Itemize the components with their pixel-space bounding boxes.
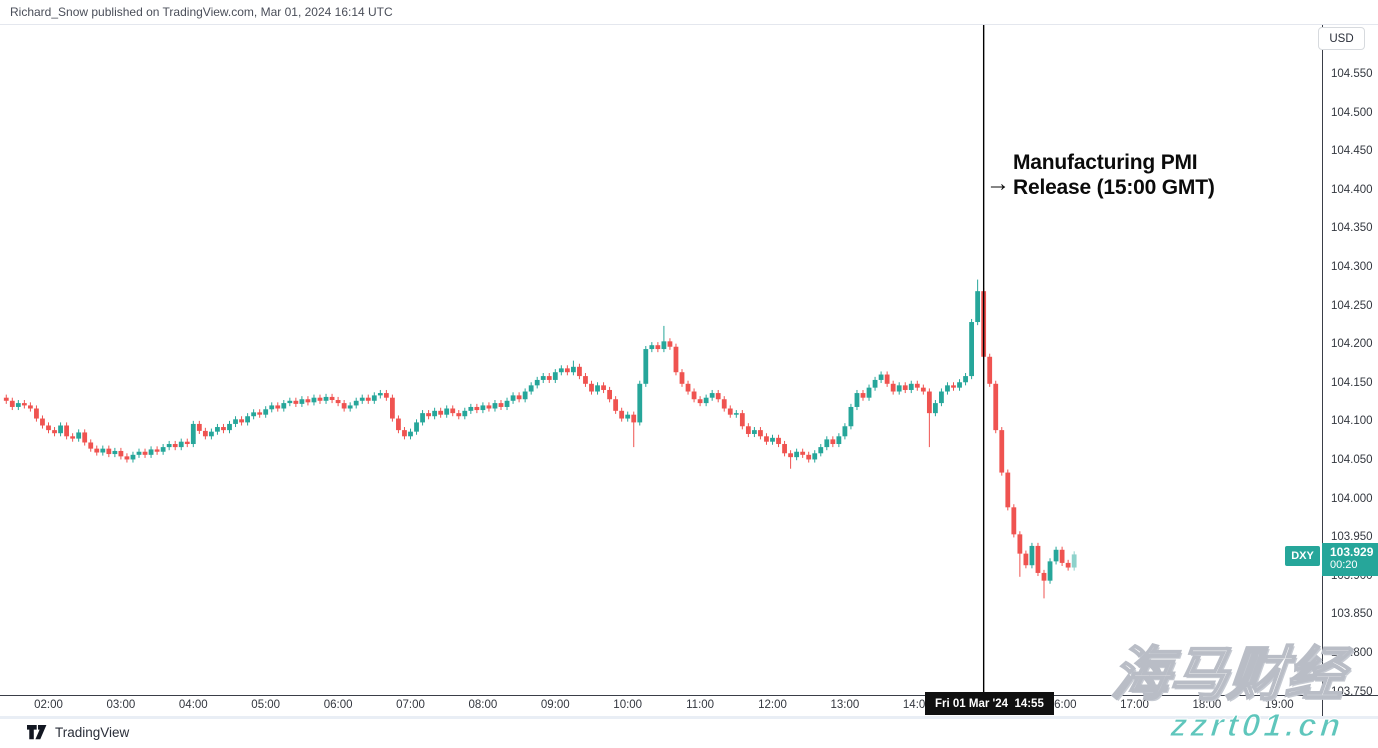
footer-divider <box>0 716 1378 719</box>
tradingview-logo[interactable]: TradingView <box>27 725 129 740</box>
time-tick-label: 19:00 <box>1264 699 1294 711</box>
tradingview-mark-icon <box>27 725 47 740</box>
time-tick-label: 10:00 <box>613 699 643 711</box>
price-tick-label: 103.750 <box>1331 685 1373 698</box>
symbol-badge: DXY <box>1285 546 1320 566</box>
time-tick-label: 07:00 <box>396 699 425 711</box>
currency-button[interactable]: USD <box>1318 27 1365 50</box>
event-annotation: Manufacturing PMI Release (15:00 GMT) <box>1013 150 1215 200</box>
price-axis-border <box>1322 25 1323 716</box>
last-price-badge: 103.929 00:20 <box>1322 543 1378 576</box>
published-attribution: Richard_Snow published on TradingView.co… <box>10 5 393 19</box>
candle-countdown: 00:20 <box>1330 559 1358 571</box>
annotation-arrow-icon: → <box>986 170 1010 197</box>
time-tick-label: 05:00 <box>251 699 281 711</box>
price-tick-label: 103.800 <box>1331 647 1373 659</box>
time-tick-label: 14:00 <box>902 699 932 711</box>
annotation-line2: Release (15:00 GMT) <box>1013 176 1215 199</box>
price-tick-label: 104.300 <box>1331 261 1373 273</box>
time-tick-label: 04:00 <box>178 699 208 711</box>
time-tick-label: 13:00 <box>830 699 860 711</box>
time-axis-border <box>0 695 1378 696</box>
annotation-line1: Manufacturing PMI <box>1013 151 1198 174</box>
header-divider <box>0 24 1378 25</box>
price-tick-label: 104.350 <box>1331 222 1373 235</box>
time-tick-label: 06:00 <box>323 699 353 711</box>
price-tick-label: 104.250 <box>1331 299 1373 312</box>
price-tick-label: 103.850 <box>1331 608 1373 621</box>
time-tick-label: 08:00 <box>468 699 498 711</box>
time-tick-label: 17:00 <box>1120 699 1149 711</box>
price-tick-label: 104.550 <box>1331 68 1373 80</box>
price-tick-label: 104.150 <box>1331 376 1373 389</box>
price-tick-label: 104.000 <box>1331 492 1373 505</box>
price-tick-label: 103.950 <box>1331 531 1373 544</box>
time-tick-label: 09:00 <box>540 699 570 711</box>
price-tick-label: 104.100 <box>1331 415 1373 428</box>
tradingview-wordmark: TradingView <box>55 725 130 740</box>
time-tick-label: 12:00 <box>758 699 787 711</box>
price-tick-label: 104.500 <box>1331 106 1373 119</box>
last-price-value: 103.929 <box>1330 545 1374 559</box>
price-tick-label: 104.050 <box>1331 454 1373 466</box>
time-tick-label: 18:00 <box>1192 699 1222 711</box>
time-tick-label: 11:00 <box>686 699 715 711</box>
price-tick-label: 104.200 <box>1331 338 1373 351</box>
price-tick-label: 104.400 <box>1331 183 1373 196</box>
crosshair-time-badge: Fri 01 Mar '24 14:55 <box>925 692 1054 715</box>
time-tick-label: 16:00 <box>1047 699 1077 711</box>
time-tick-label: 03:00 <box>106 699 136 711</box>
time-tick-label: 02:00 <box>34 699 63 711</box>
price-tick-label: 104.450 <box>1331 145 1373 158</box>
